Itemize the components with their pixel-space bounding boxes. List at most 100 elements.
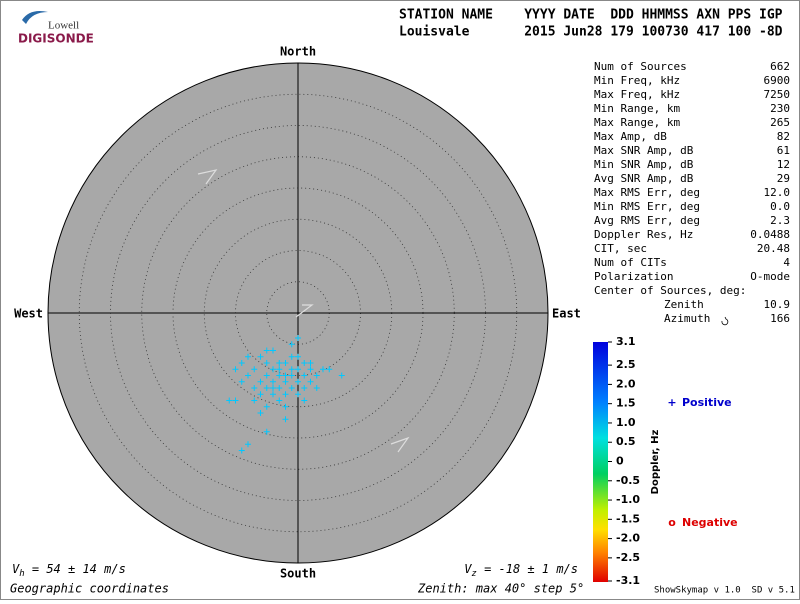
source-point: [270, 378, 276, 385]
source-point: [263, 385, 270, 391]
stat-value: 265: [770, 116, 790, 129]
colorbar-tick-label: 0.5: [616, 435, 636, 448]
source-point: [226, 397, 233, 404]
direction-label: South: [280, 567, 316, 581]
source-point: [282, 391, 289, 398]
stat-value: 230: [770, 102, 790, 115]
source-point: [276, 372, 283, 379]
stat-heading: Center of Sources, deg:: [594, 284, 746, 297]
vh-sub: h: [19, 569, 24, 579]
source-point: [257, 391, 264, 398]
source-point: [307, 366, 314, 373]
source-point: [307, 360, 314, 366]
direction-label: West: [14, 307, 43, 321]
zenith-label: Zenith: max 40° step 5°: [417, 582, 584, 596]
source-point: [301, 360, 308, 366]
stat-label: Min Range, km: [594, 102, 680, 115]
colorbar-tick-label: 2.0: [616, 377, 636, 390]
source-point: [257, 378, 264, 385]
stat-label: Doppler Res, Hz: [594, 228, 693, 241]
stat-label: Max Amp, dB: [594, 130, 667, 143]
vh-text: = 54 ± 14 m/s: [25, 562, 126, 576]
stat-value: 0.0488: [750, 228, 790, 241]
source-point: [251, 366, 258, 373]
source-point: [307, 378, 314, 385]
header-line: STATION NAME YYYY DATE DDD HHMMSS AXN PP…: [399, 8, 783, 23]
direction-chevron: [197, 169, 314, 318]
source-point: [263, 428, 270, 435]
logo-bottom: DIGISONDE: [18, 32, 94, 46]
colorbar-tick-label: 2.5: [616, 358, 636, 371]
source-point: [295, 335, 301, 341]
source-point: [295, 353, 301, 360]
coords-label: Geographic coordinates: [10, 582, 169, 596]
vz-label: Vz = -18 ± 1 m/s: [464, 562, 578, 579]
stat-label: Num of CITs: [594, 256, 667, 269]
colorbar-tick-label: 0: [616, 455, 624, 468]
stat-value: 2.3: [770, 214, 790, 227]
source-point: [301, 385, 308, 391]
stat-label: Avg RMS Err, deg: [594, 214, 700, 227]
stat-value: 4: [783, 256, 790, 269]
source-point: [276, 397, 283, 404]
vz-sub: z: [471, 569, 476, 579]
source-point: [263, 347, 270, 354]
source-point: [263, 403, 270, 410]
legend-marker: o: [668, 516, 676, 529]
colorbar-tick-label: -2.5: [616, 551, 640, 564]
legend-label: Positive: [682, 396, 732, 409]
source-point: [313, 372, 320, 379]
colorbar-tick-label: -2.0: [616, 532, 640, 545]
source-point: [270, 385, 276, 391]
stat-label: Num of Sources: [594, 60, 687, 73]
source-point: [288, 341, 295, 348]
source-point: [232, 397, 239, 404]
source-point: [245, 353, 251, 360]
source-point: [251, 397, 258, 404]
colorbar-tick-label: 1.5: [616, 397, 636, 410]
source-point: [270, 391, 276, 398]
vz-text: = -18 ± 1 m/s: [477, 562, 578, 576]
source-point: [257, 353, 264, 360]
source-point: [295, 366, 301, 373]
stat-value: 166: [770, 312, 790, 325]
stat-value: 61: [777, 144, 790, 157]
stat-value: 6900: [764, 74, 791, 87]
vz-symbol: V: [464, 562, 472, 576]
stat-value: 10.9: [764, 298, 791, 311]
stat-value: 20.48: [757, 242, 790, 255]
colorbar: [593, 342, 608, 582]
stat-value: 12: [777, 158, 790, 171]
source-point: [282, 416, 289, 423]
stat-label: Max Freq, kHz: [594, 88, 680, 101]
legend-label: Negative: [682, 516, 738, 529]
source-point: [282, 360, 289, 366]
source-point: [282, 403, 289, 410]
source-point: [282, 372, 289, 379]
stat-value: 29: [777, 172, 790, 185]
stat-label: Min RMS Err, deg: [594, 200, 700, 213]
source-point: [245, 441, 251, 448]
source-point: [238, 360, 245, 366]
legend-marker: +: [667, 396, 676, 409]
source-point: [288, 366, 295, 373]
azimuth-icon: [721, 316, 729, 326]
stat-label: Min Freq, kHz: [594, 74, 680, 87]
colorbar-tick-label: 3.1: [616, 335, 636, 348]
stat-label: Max RMS Err, deg: [594, 186, 700, 199]
source-point: [251, 385, 258, 391]
vh-symbol: V: [12, 562, 20, 576]
stat-label: Azimuth: [664, 312, 710, 325]
stat-label: Min SNR Amp, dB: [594, 158, 694, 171]
stat-label: Max SNR Amp, dB: [594, 144, 694, 157]
source-point: [295, 378, 301, 385]
stat-value: 0.0: [770, 200, 790, 213]
source-point: [232, 366, 239, 373]
version: ShowSkymap v 1.0 SD v 5.1: [654, 586, 795, 596]
source-point: [263, 360, 270, 366]
stat-value: 7250: [764, 88, 791, 101]
vh-label: Vh = 54 ± 14 m/s: [12, 562, 126, 579]
stat-label: Polarization: [594, 270, 673, 283]
